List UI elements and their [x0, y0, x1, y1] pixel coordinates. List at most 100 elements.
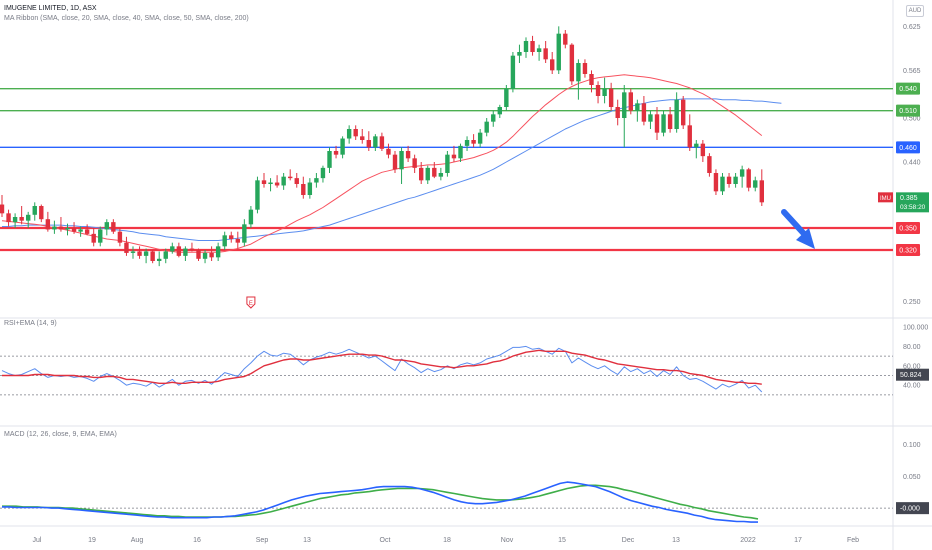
candle-body	[229, 235, 234, 239]
candle-body	[445, 154, 450, 173]
candle-body	[399, 151, 404, 170]
candle-body	[222, 235, 227, 247]
candle-body	[196, 250, 201, 259]
candle-body	[379, 136, 385, 149]
level-badge	[896, 244, 920, 256]
candle-body	[530, 41, 535, 52]
candle-body	[150, 251, 155, 261]
candle-body	[720, 176, 725, 192]
candle-body	[569, 44, 575, 82]
candle-body	[111, 222, 116, 232]
price-tick-label: 0.440	[903, 160, 921, 167]
candle-body	[582, 63, 588, 74]
candle-body	[281, 176, 286, 186]
currency-badge[interactable]: AUD	[906, 5, 924, 17]
price-tag-symbol: IMU	[880, 196, 891, 202]
time-tick-label: Nov	[501, 537, 514, 544]
candle-body	[268, 182, 273, 184]
level-badge	[896, 222, 920, 234]
level-label: 0.460	[899, 145, 917, 152]
candle-body	[137, 251, 142, 256]
candle-body	[117, 231, 123, 243]
candle-body	[104, 222, 109, 230]
candle-body	[183, 248, 188, 256]
candle-body	[373, 136, 378, 148]
price-tag-countdown: 03:58:20	[900, 204, 926, 211]
level-label: 0.540	[899, 86, 917, 93]
ma-ribbon-legend: MA Ribbon (SMA, close, 20, SMA, close, 4…	[4, 15, 249, 22]
rsi-value-label: 50.824	[900, 372, 922, 379]
candle-body	[451, 154, 457, 159]
candle-body	[333, 151, 339, 155]
rsi-tick-label: 60.00	[903, 363, 921, 370]
rsi-tick-label: 40.00	[903, 383, 921, 390]
candle-body	[65, 228, 70, 230]
candle-body	[130, 251, 136, 253]
candle-body	[215, 246, 221, 258]
rsi-line	[1, 345, 763, 393]
macd-value-label: -0.000	[900, 506, 920, 513]
candle-body	[635, 103, 640, 111]
candle-body	[176, 246, 182, 256]
candle-body	[346, 129, 352, 139]
candle-body	[510, 55, 516, 89]
candle-body	[386, 148, 391, 155]
candle-body	[340, 138, 345, 155]
ma-line-blue	[2, 98, 782, 241]
candle-body	[615, 107, 620, 118]
candle-body	[143, 251, 149, 256]
trend-arrow-head	[796, 228, 815, 249]
ma-line-red	[1, 74, 763, 253]
candle-body	[602, 88, 607, 96]
candle-body	[366, 140, 371, 148]
candle-body	[523, 41, 529, 52]
candle-body	[6, 213, 11, 223]
candle-body	[301, 184, 306, 195]
candle-body	[556, 33, 561, 71]
candle-body	[536, 48, 542, 52]
price-tag-bg	[896, 192, 929, 213]
macd-legend: MACD (12, 26, close, 9, EMA, EMA)	[4, 431, 117, 438]
candle-body	[438, 173, 444, 177]
candle-body	[491, 114, 496, 122]
candle-body	[589, 74, 594, 85]
price-tick-label: 0.565	[903, 68, 921, 75]
price-tag-value: 0.385	[900, 195, 918, 202]
candle-body	[648, 114, 653, 122]
candle-body	[288, 176, 293, 179]
candle-body	[170, 246, 175, 252]
candle-body	[628, 92, 633, 111]
candle-body	[209, 252, 214, 258]
candle-body	[654, 114, 660, 133]
candle-body	[353, 129, 358, 137]
price-tick-label: 0.500	[903, 116, 921, 123]
candle-body	[392, 154, 398, 170]
candle-body	[45, 219, 51, 230]
candle-body	[713, 173, 719, 192]
time-tick-label: 18	[443, 537, 451, 544]
candle-body	[78, 229, 83, 232]
candle-body	[484, 121, 489, 133]
candle-body	[157, 258, 162, 261]
time-tick-label: Feb	[847, 537, 859, 544]
candle-body	[543, 48, 548, 60]
candle-body	[26, 214, 31, 221]
candle-body	[235, 239, 240, 243]
level-label: 0.350	[899, 226, 917, 233]
candle-body	[307, 182, 313, 195]
level-badge	[896, 141, 920, 154]
time-tick-label: 13	[672, 537, 680, 544]
candle-body	[550, 59, 555, 71]
level-badge	[896, 104, 920, 117]
candle-body	[412, 158, 417, 168]
candle-body	[753, 180, 758, 188]
candle-body	[471, 140, 476, 144]
macd-tick-label: 0.050	[903, 474, 921, 481]
rsi-legend: RSI+EMA (14, 9)	[4, 320, 57, 327]
level-label: 0.510	[899, 108, 917, 115]
macd-line	[2, 481, 758, 523]
candle-body	[622, 92, 627, 118]
earnings-marker-label: E	[249, 301, 253, 307]
trend-arrow-shaft	[781, 209, 809, 239]
